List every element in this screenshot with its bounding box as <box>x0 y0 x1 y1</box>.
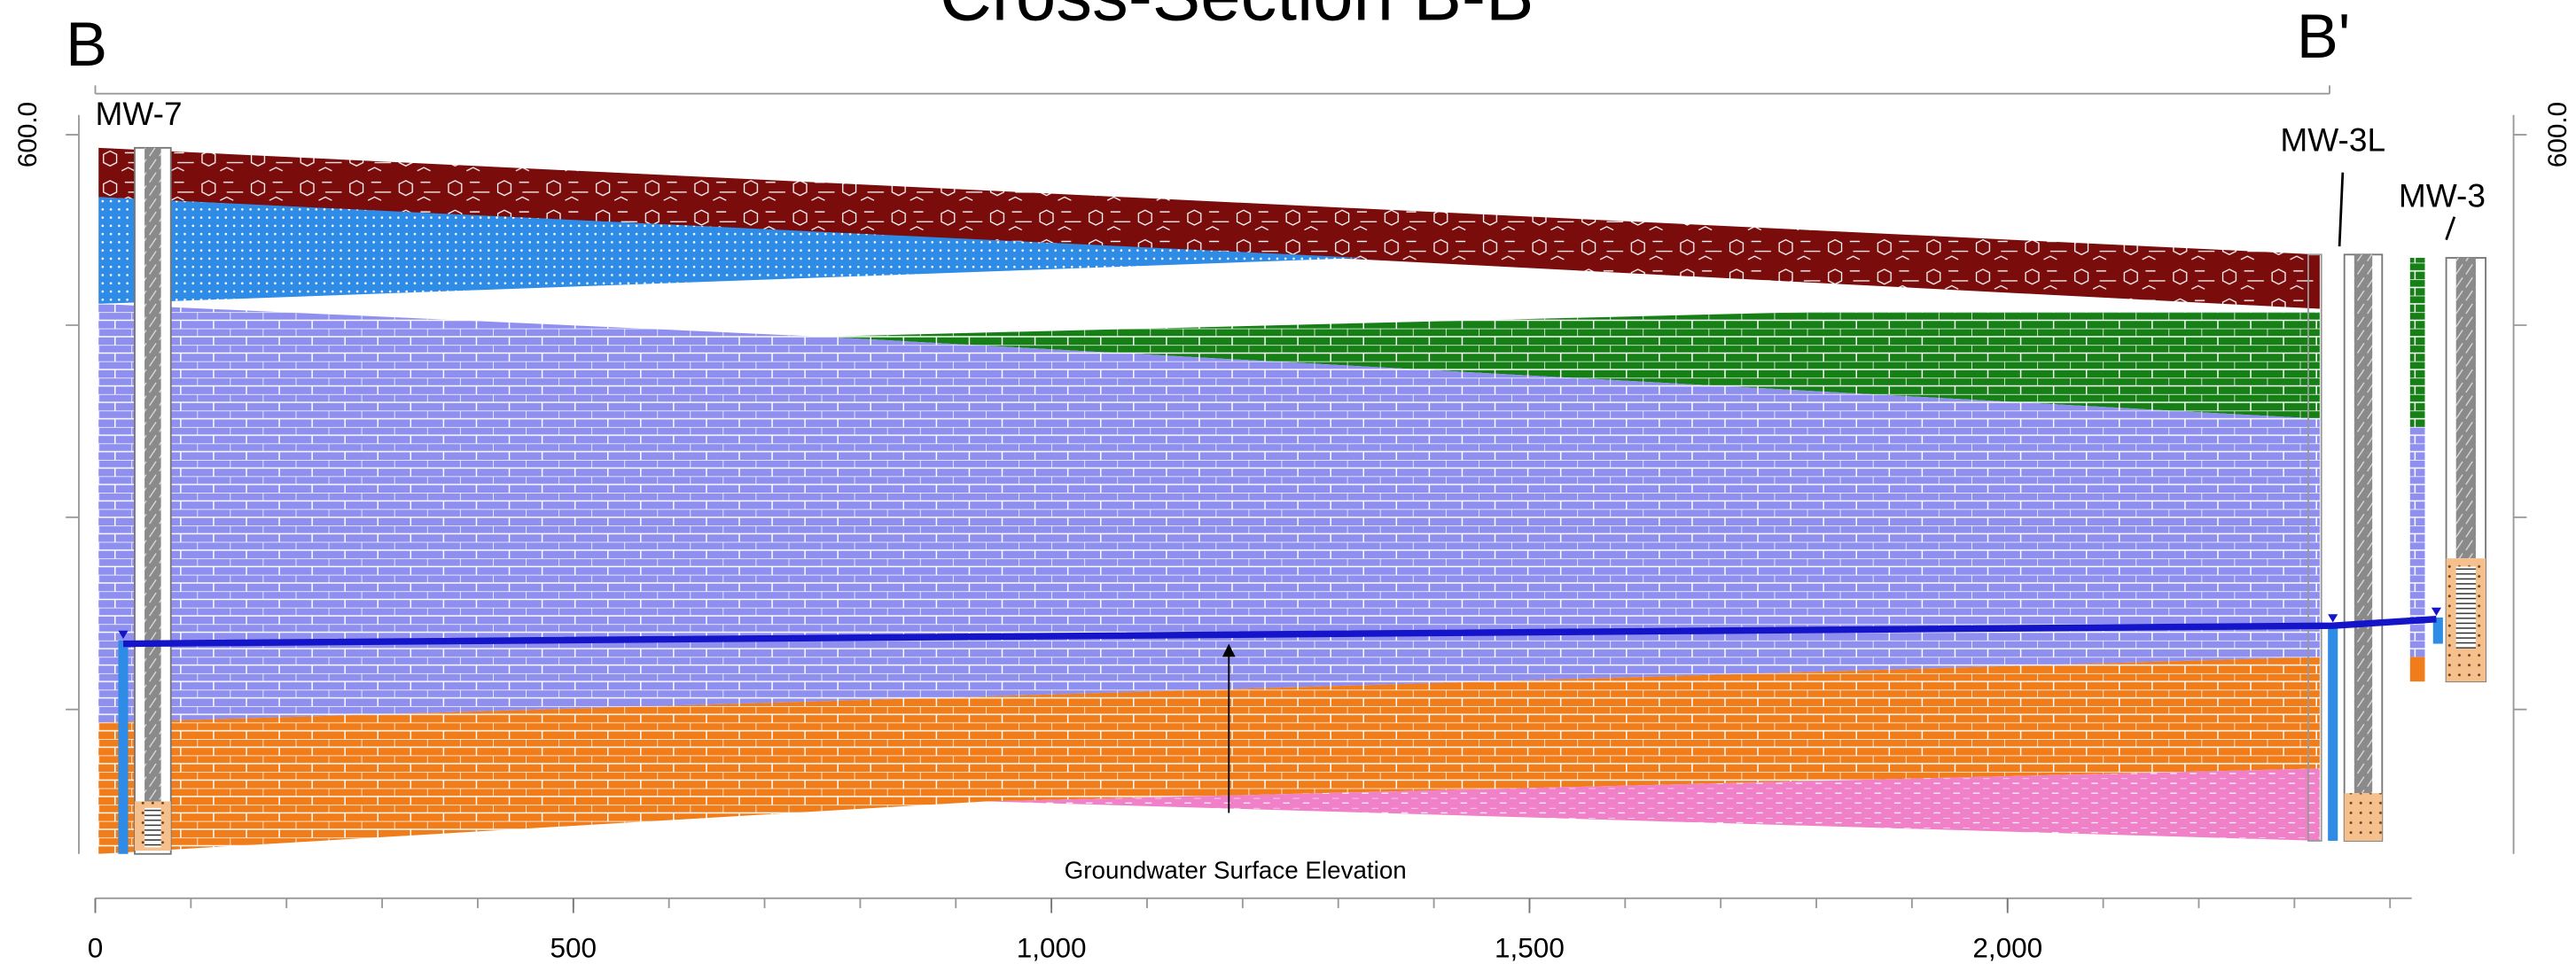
x-tick-label: 500 <box>550 932 597 964</box>
gw-pipe <box>118 641 128 854</box>
casing <box>2456 258 2476 558</box>
x-tick-label: 1,000 <box>1017 932 1087 964</box>
casing <box>2354 254 2372 793</box>
strata <box>98 148 2424 854</box>
y-label-right: 600.0 <box>2543 102 2572 167</box>
gw-pipe <box>2328 624 2338 841</box>
page: Cross-Section B-B' B B' MW-7 MW-3L MW-3 … <box>0 0 2576 964</box>
x-tick-label: 0 <box>88 932 104 964</box>
column-orange <box>2410 657 2425 681</box>
screen <box>2456 566 2476 649</box>
screen <box>144 808 161 847</box>
annotation: Groundwater Surface Elevation <box>1065 857 1407 884</box>
x-axis: 0 500 1,000 1,500 2,000 <box>88 898 2412 964</box>
well-label: MW-3L <box>2280 121 2385 159</box>
well-label: MW-3 <box>2399 177 2486 214</box>
title: Cross-Section B-B' <box>940 0 1548 35</box>
cross-section: Cross-Section B-B' B B' MW-7 MW-3L MW-3 … <box>0 0 2576 964</box>
column-green <box>2410 258 2425 427</box>
x-tick-label: 2,000 <box>1972 932 2042 964</box>
casing <box>144 148 161 802</box>
y-label-left: 600.0 <box>13 102 43 167</box>
filter-pack <box>2345 793 2383 841</box>
section-start: B <box>66 9 107 79</box>
section-end: B' <box>2297 1 2350 71</box>
x-tick-label: 1,500 <box>1495 932 1565 964</box>
well-label: MW-7 <box>95 95 182 132</box>
